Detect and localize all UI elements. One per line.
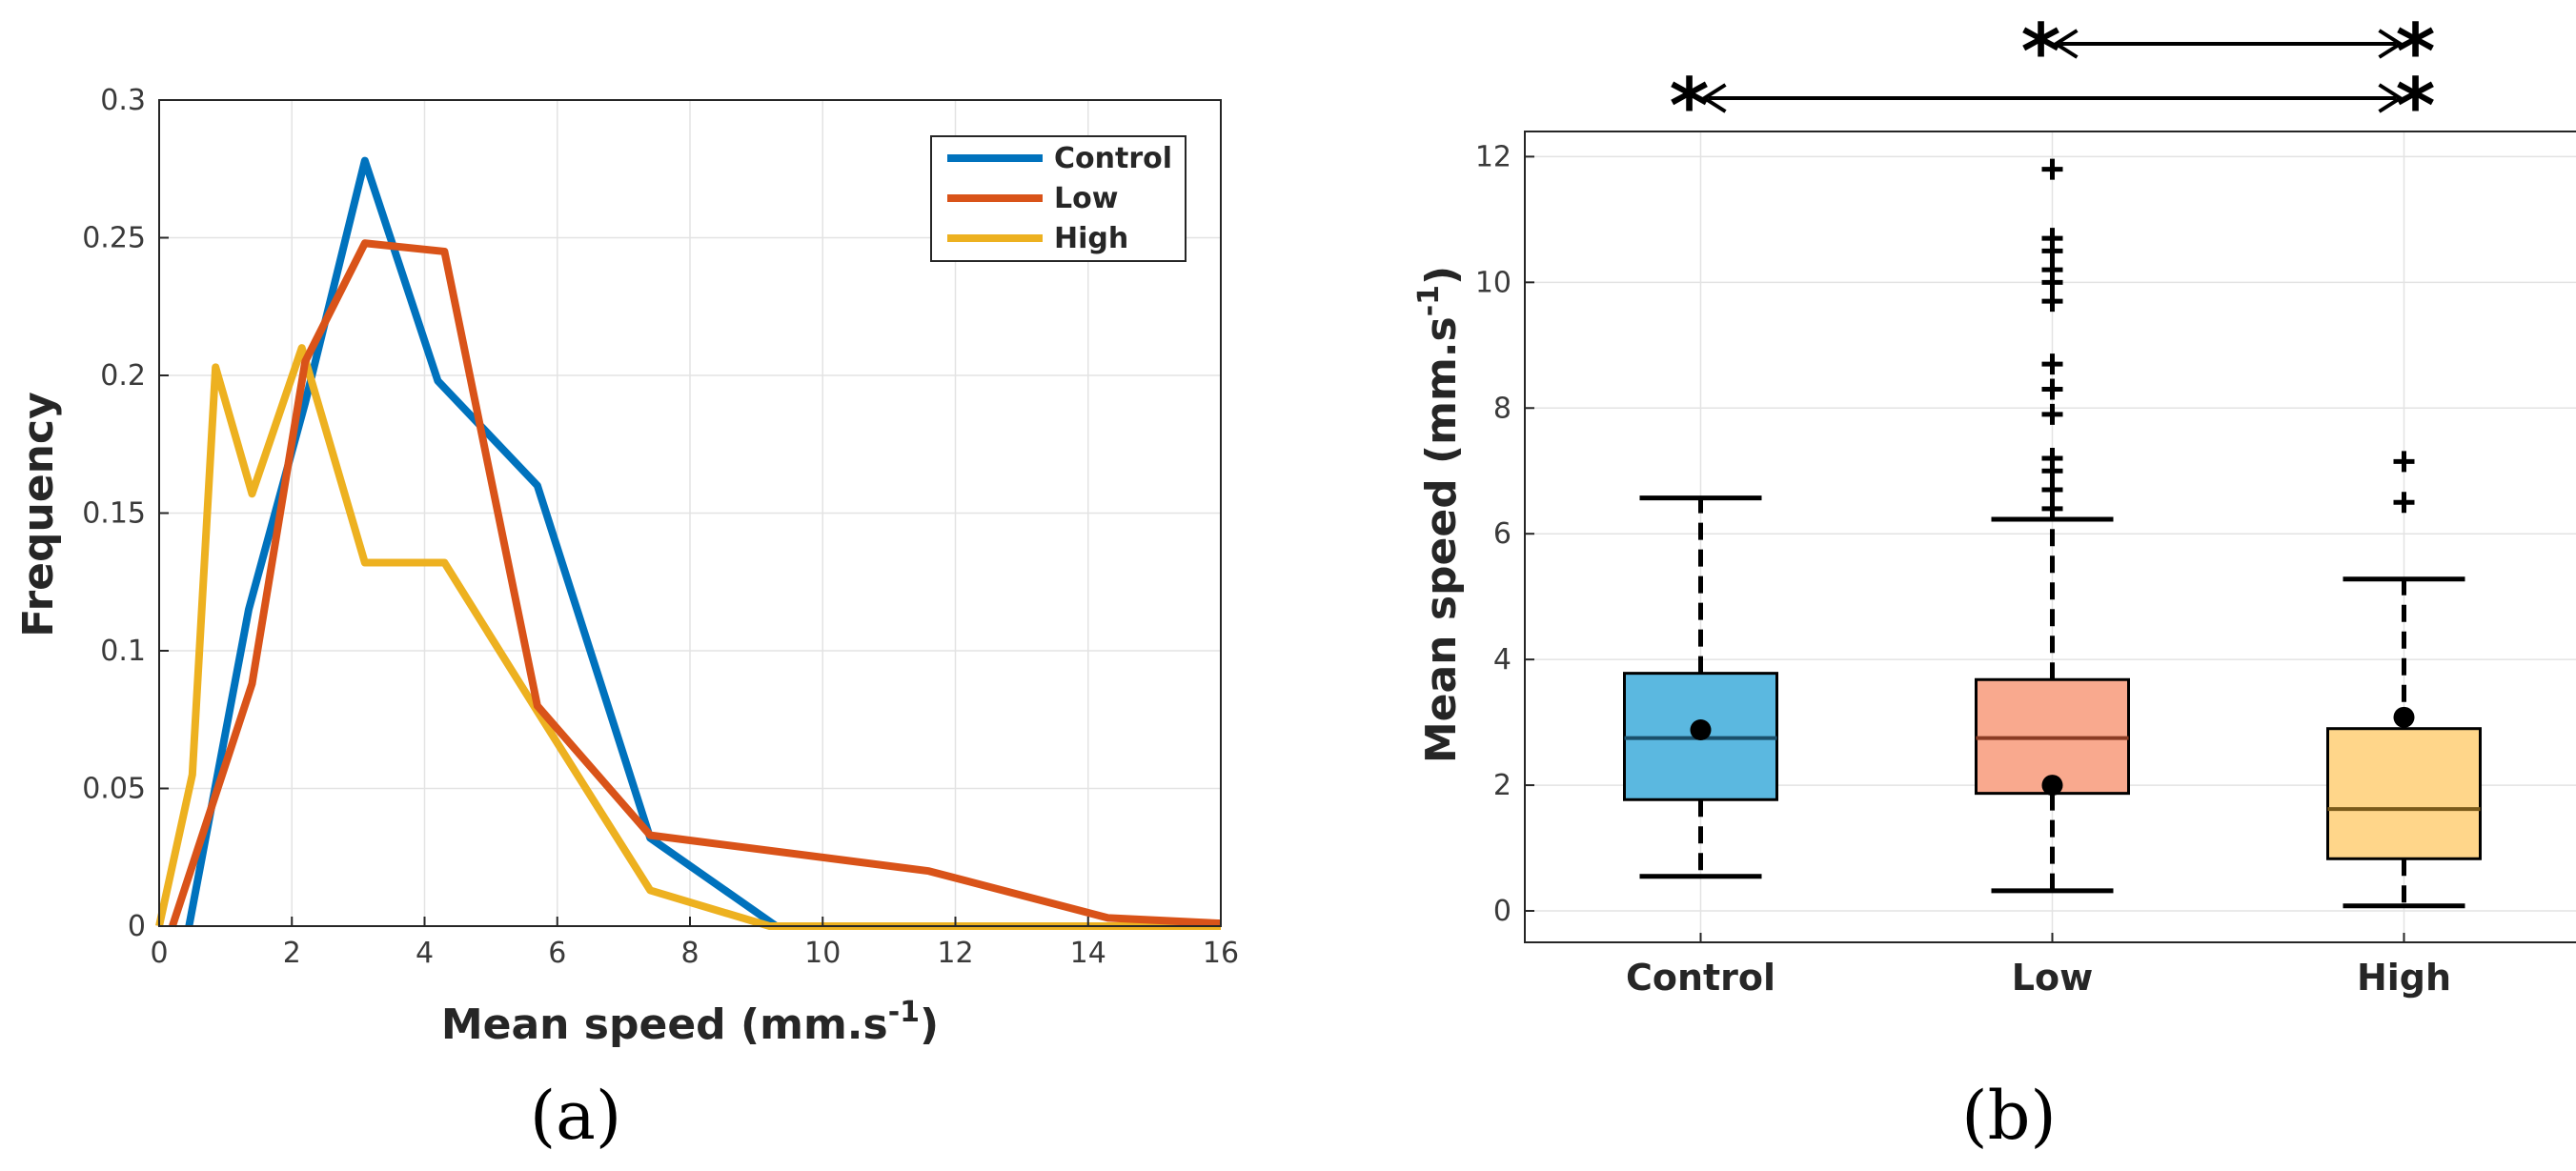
- y-tick-label: 0.05: [82, 773, 146, 806]
- significance-bracket: * *: [2021, 8, 2436, 96]
- y-tick-label: 0.1: [100, 635, 146, 668]
- panel-b-y-axis-label: Mean speed (mm.s-1): [1412, 266, 1466, 763]
- legend-label-low: Low: [1054, 182, 1118, 215]
- series-line-control: [185, 156, 1221, 930]
- x-tick-label: 10: [804, 937, 841, 970]
- x-tick-label: 16: [1203, 937, 1239, 970]
- outlier-marker: [2041, 158, 2063, 180]
- mean-marker: [2041, 775, 2063, 797]
- series-line-high: [155, 344, 1221, 930]
- series-line-low: [169, 239, 1222, 928]
- outlier-marker: [2393, 451, 2415, 473]
- panel-a-grid: [158, 99, 1222, 927]
- panel-a-ticks: 0 2 4 6 8 10 12 14 16 0 0.05 0.1 0.15 0.2 0.25 0.3: [82, 84, 1239, 970]
- x-tick-label: 4: [416, 937, 434, 970]
- panel-a-label: (a): [530, 1077, 621, 1155]
- significance-star: *: [2396, 8, 2436, 96]
- panel-a-legend: Control Low High: [930, 135, 1187, 262]
- outlier-marker: [2041, 479, 2063, 501]
- box-control: [1623, 495, 1778, 879]
- x-tick-label: 2: [283, 937, 301, 970]
- panel-a-x-axis-label: Mean speed (mm.s-1): [441, 996, 939, 1049]
- x-tick-label: 8: [680, 937, 699, 970]
- arrowhead-right: [2378, 29, 2404, 59]
- outlier-marker: [2041, 448, 2063, 470]
- y-tick-label: 10: [1475, 266, 1511, 299]
- outlier-marker: [2041, 403, 2063, 425]
- panel-b-significance: * ** *: [1670, 8, 2436, 151]
- category-label-low: Low: [2012, 957, 2093, 999]
- y-tick-label: 0.2: [100, 359, 146, 393]
- arrowhead-left: [2052, 29, 2079, 59]
- y-tick-label: 0: [128, 910, 146, 943]
- outlier-marker: [2041, 228, 2063, 250]
- legend-label-control: Control: [1054, 142, 1172, 175]
- x-tick-label: 6: [548, 937, 566, 970]
- significance-star: *: [2021, 8, 2061, 96]
- mean-marker: [2393, 706, 2415, 728]
- y-tick-label: 0.15: [82, 497, 146, 531]
- y-tick-label: 0: [1493, 895, 1511, 928]
- panel-b-label: (b): [1961, 1077, 2056, 1155]
- x-tick-label: 12: [937, 937, 973, 970]
- y-tick-label: 0.25: [82, 222, 146, 255]
- y-tick-label: 12: [1475, 140, 1511, 173]
- category-label-high: High: [2357, 957, 2451, 999]
- panel-a-series: [155, 156, 1222, 930]
- mean-marker: [1690, 719, 1712, 741]
- y-tick-label: 0.3: [100, 84, 146, 117]
- panel-b-boxes: [1623, 158, 2482, 909]
- outlier-marker: [2041, 378, 2063, 400]
- significance-star: *: [1670, 62, 1710, 151]
- panel-b-box-plot: 0 2 4 6 8 10 12 Control Low High Mean speed (mm.s…: [1412, 8, 2576, 1155]
- outlier-marker: [2041, 497, 2063, 519]
- box-iqr: [2326, 727, 2482, 860]
- arrowhead-left: [1700, 83, 1727, 113]
- legend-label-high: High: [1054, 222, 1128, 255]
- x-tick-label: 0: [150, 937, 168, 970]
- significance-star: *: [2396, 62, 2436, 151]
- y-tick-label: 4: [1493, 643, 1511, 676]
- panel-a-y-axis-label: Frequency: [14, 392, 63, 637]
- arrowhead-right: [2378, 83, 2404, 113]
- y-tick-label: 8: [1493, 392, 1511, 425]
- panel-b-ticks: 0 2 4 6 8 10 12 Control Low High: [1475, 140, 2451, 999]
- outlier-marker: [2393, 492, 2415, 514]
- panel-a-line-chart: 0 2 4 6 8 10 12 14 16 0 0.05 0.1 0.15 0.2 0.25 0.3 Freq…: [14, 84, 1239, 1155]
- box-low: [1975, 158, 2130, 894]
- x-tick-label: 14: [1070, 937, 1106, 970]
- outlier-marker: [2041, 353, 2063, 375]
- y-tick-label: 6: [1493, 517, 1511, 551]
- outlier-marker: [2041, 259, 2063, 281]
- category-label-control: Control: [1626, 957, 1775, 999]
- box-high: [2326, 451, 2482, 909]
- significance-bracket: * *: [1670, 62, 2436, 151]
- outlier-marker: [2041, 291, 2063, 313]
- y-tick-label: 2: [1493, 769, 1511, 802]
